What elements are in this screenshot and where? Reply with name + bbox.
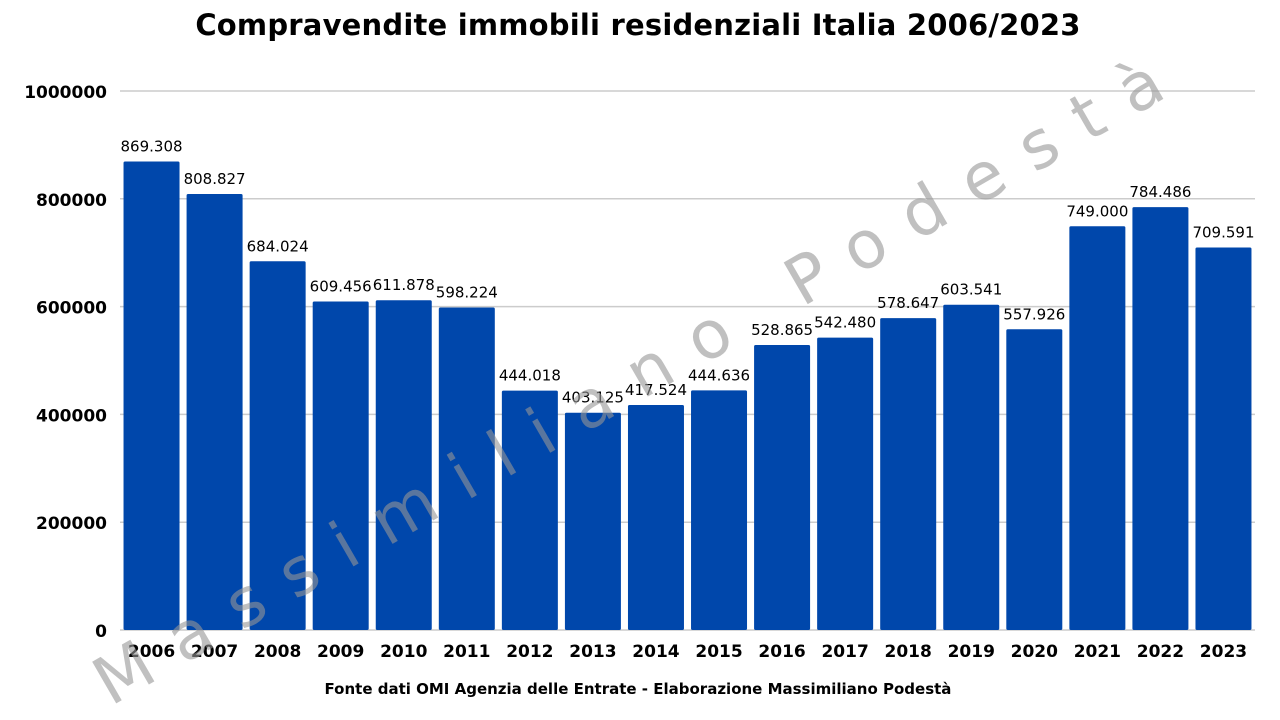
value-label-2008: 684.024 xyxy=(247,237,309,255)
value-label-2017: 542.480 xyxy=(814,314,876,332)
bar-2014 xyxy=(627,404,684,630)
y-axis-tick-labels: 0 200000 400000 600000 800000 1000000 xyxy=(24,83,107,642)
bar-2006 xyxy=(123,161,180,630)
bar-2017 xyxy=(817,337,874,630)
x-tick-label-2011: 2011 xyxy=(443,642,490,662)
value-label-2013: 403.125 xyxy=(562,389,624,407)
value-label-2021: 749.000 xyxy=(1066,202,1128,220)
value-label-2023: 709.591 xyxy=(1192,224,1254,242)
value-label-2007: 808.827 xyxy=(184,170,246,188)
chart-title: Compravendite immobili residenziali Ital… xyxy=(195,8,1081,42)
value-label-2022: 784.486 xyxy=(1129,183,1191,201)
x-tick-label-2022: 2022 xyxy=(1137,642,1184,662)
x-tick-label-2020: 2020 xyxy=(1011,642,1058,662)
x-tick-label-2021: 2021 xyxy=(1074,642,1121,662)
bar-2010 xyxy=(375,300,432,630)
source-note: Fonte dati OMI Agenzia delle Entrate - E… xyxy=(324,680,952,698)
bar-2008 xyxy=(249,261,306,630)
x-tick-label-2008: 2008 xyxy=(254,642,301,662)
bar-2012 xyxy=(501,390,558,630)
x-tick-label-2015: 2015 xyxy=(695,642,742,662)
bar-2007 xyxy=(186,194,243,631)
bar-2019 xyxy=(943,304,1000,630)
value-label-2014: 417.524 xyxy=(625,381,687,399)
value-label-2020: 557.926 xyxy=(1003,305,1065,323)
x-axis-tick-labels: 2006 2007 2008 2009 2010 2011 2012 2013 2014 2015… xyxy=(128,642,1247,662)
bar-2015 xyxy=(691,390,748,630)
bar-2018 xyxy=(880,318,937,630)
x-tick-label-2014: 2014 xyxy=(632,642,679,662)
y-tick-label: 400000 xyxy=(36,406,107,426)
x-tick-label-2013: 2013 xyxy=(569,642,616,662)
y-tick-label: 800000 xyxy=(36,191,107,211)
value-label-2009: 609.456 xyxy=(310,278,372,296)
x-tick-label-2009: 2009 xyxy=(317,642,364,662)
bar-2022 xyxy=(1132,207,1189,630)
value-label-2016: 528.865 xyxy=(751,321,813,339)
y-tick-label: 0 xyxy=(95,622,107,642)
bar-2021 xyxy=(1069,226,1126,630)
bar-2011 xyxy=(438,307,495,630)
value-label-2010: 611.878 xyxy=(373,276,435,294)
bar-2023 xyxy=(1195,247,1252,630)
value-label-2012: 444.018 xyxy=(499,367,561,385)
x-tick-label-2010: 2010 xyxy=(380,642,427,662)
x-tick-label-2018: 2018 xyxy=(885,642,932,662)
grid-lines xyxy=(120,90,1255,631)
value-label-2018: 578.647 xyxy=(877,294,939,312)
y-tick-label: 600000 xyxy=(36,299,107,319)
value-label-2015: 444.636 xyxy=(688,366,750,384)
value-label-2011: 598.224 xyxy=(436,284,498,302)
x-tick-label-2016: 2016 xyxy=(758,642,805,662)
bar-2013 xyxy=(564,412,621,630)
bar-2016 xyxy=(754,344,811,630)
x-tick-label-2019: 2019 xyxy=(948,642,995,662)
y-tick-label: 200000 xyxy=(36,514,107,534)
bars xyxy=(123,161,1252,631)
x-tick-label-2006: 2006 xyxy=(128,642,175,662)
y-tick-label: 1000000 xyxy=(24,83,107,103)
bar-2020 xyxy=(1006,329,1063,630)
value-label-2019: 603.541 xyxy=(940,281,1002,299)
x-tick-label-2012: 2012 xyxy=(506,642,553,662)
value-label-2006: 869.308 xyxy=(121,137,183,155)
bar-2009 xyxy=(312,301,369,630)
x-tick-label-2007: 2007 xyxy=(191,642,238,662)
x-tick-label-2023: 2023 xyxy=(1200,642,1247,662)
x-tick-label-2017: 2017 xyxy=(821,642,868,662)
